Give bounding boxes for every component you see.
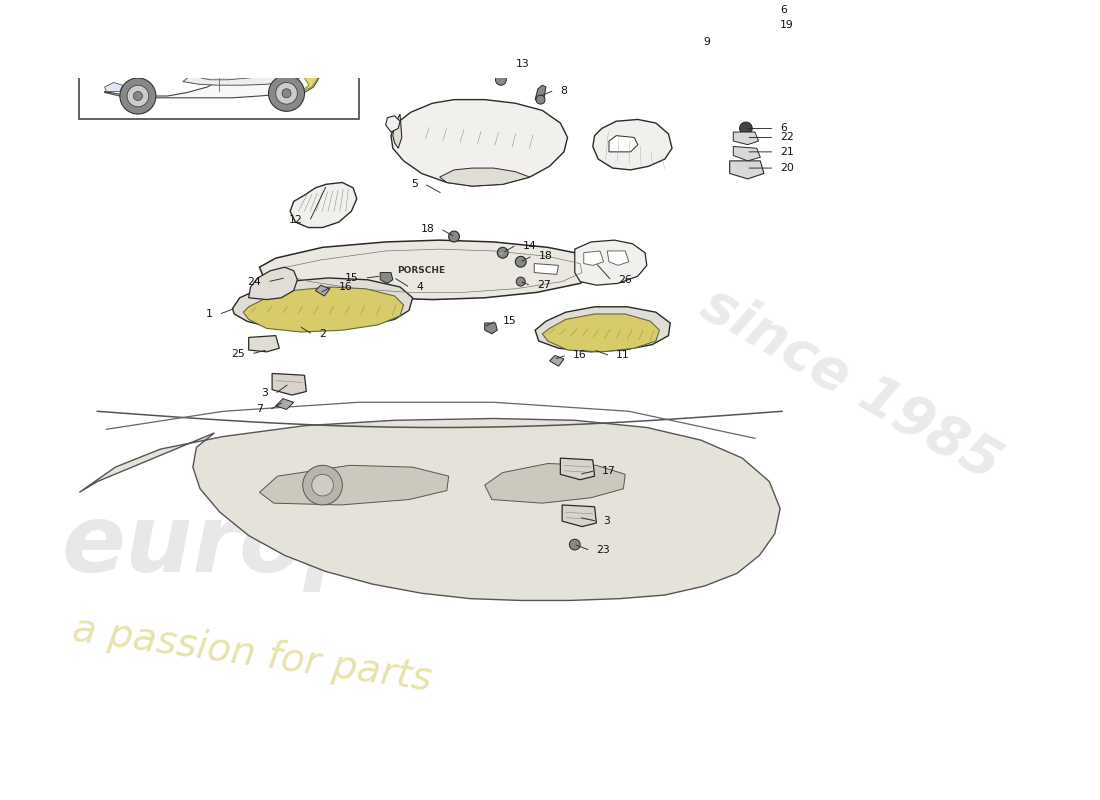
Polygon shape bbox=[542, 314, 659, 352]
Text: 12: 12 bbox=[289, 215, 302, 226]
Circle shape bbox=[120, 78, 156, 114]
Text: 3: 3 bbox=[262, 388, 268, 398]
Circle shape bbox=[536, 95, 544, 104]
Circle shape bbox=[570, 539, 580, 550]
Circle shape bbox=[268, 75, 305, 111]
Text: 17: 17 bbox=[602, 466, 616, 476]
Polygon shape bbox=[390, 100, 568, 186]
Polygon shape bbox=[290, 182, 356, 227]
Polygon shape bbox=[550, 355, 564, 366]
Text: PORSCHE: PORSCHE bbox=[397, 266, 446, 275]
Polygon shape bbox=[535, 263, 559, 274]
Polygon shape bbox=[560, 458, 595, 480]
Text: 4: 4 bbox=[416, 282, 424, 292]
Polygon shape bbox=[496, 67, 508, 82]
Polygon shape bbox=[584, 251, 604, 266]
Polygon shape bbox=[609, 136, 638, 152]
Text: 20: 20 bbox=[780, 163, 794, 173]
Text: 6: 6 bbox=[780, 123, 786, 134]
Text: 24: 24 bbox=[248, 277, 262, 286]
Polygon shape bbox=[183, 51, 300, 86]
Polygon shape bbox=[381, 273, 393, 283]
Polygon shape bbox=[734, 132, 759, 145]
Polygon shape bbox=[607, 251, 629, 266]
Text: 11: 11 bbox=[616, 350, 630, 361]
Polygon shape bbox=[316, 285, 330, 296]
Polygon shape bbox=[104, 46, 319, 98]
Circle shape bbox=[276, 82, 297, 104]
Polygon shape bbox=[485, 323, 497, 334]
Polygon shape bbox=[535, 306, 670, 352]
Polygon shape bbox=[393, 114, 402, 148]
Polygon shape bbox=[104, 82, 122, 91]
Text: 9: 9 bbox=[703, 37, 710, 47]
Text: 2: 2 bbox=[319, 329, 326, 339]
Text: 5: 5 bbox=[411, 179, 418, 190]
Circle shape bbox=[515, 256, 526, 267]
Polygon shape bbox=[249, 267, 297, 299]
Text: 22: 22 bbox=[780, 133, 794, 142]
Polygon shape bbox=[79, 418, 780, 601]
Polygon shape bbox=[272, 374, 306, 395]
Circle shape bbox=[747, 10, 752, 15]
Text: 7: 7 bbox=[256, 405, 263, 414]
Polygon shape bbox=[734, 146, 760, 161]
Polygon shape bbox=[243, 287, 404, 332]
Text: 18: 18 bbox=[420, 224, 434, 234]
Circle shape bbox=[495, 74, 506, 86]
Polygon shape bbox=[735, 20, 760, 34]
Polygon shape bbox=[535, 86, 546, 102]
Polygon shape bbox=[593, 119, 672, 170]
Text: 15: 15 bbox=[344, 273, 359, 283]
Circle shape bbox=[739, 122, 752, 134]
Polygon shape bbox=[440, 168, 530, 186]
Polygon shape bbox=[249, 336, 279, 352]
Text: 18: 18 bbox=[539, 251, 552, 262]
Text: 14: 14 bbox=[522, 241, 537, 250]
Text: europes: europes bbox=[62, 500, 492, 592]
Circle shape bbox=[128, 86, 148, 107]
Text: 25: 25 bbox=[231, 349, 245, 358]
Circle shape bbox=[133, 91, 142, 101]
Text: 21: 21 bbox=[780, 147, 794, 157]
Polygon shape bbox=[276, 398, 294, 410]
Circle shape bbox=[282, 89, 292, 98]
Text: 16: 16 bbox=[573, 350, 586, 361]
Polygon shape bbox=[285, 51, 319, 93]
Polygon shape bbox=[737, 0, 760, 2]
Polygon shape bbox=[260, 240, 600, 299]
Circle shape bbox=[302, 466, 342, 505]
Text: 13: 13 bbox=[515, 58, 529, 69]
Circle shape bbox=[449, 231, 460, 242]
Text: 3: 3 bbox=[604, 516, 611, 526]
Text: 6: 6 bbox=[780, 5, 786, 14]
Text: 26: 26 bbox=[618, 274, 631, 285]
Circle shape bbox=[311, 474, 333, 496]
Text: since 1985: since 1985 bbox=[692, 277, 1010, 492]
Polygon shape bbox=[260, 466, 449, 505]
Text: 8: 8 bbox=[560, 86, 568, 96]
Polygon shape bbox=[485, 463, 625, 503]
Polygon shape bbox=[201, 58, 274, 80]
Text: 16: 16 bbox=[339, 282, 352, 292]
Polygon shape bbox=[562, 505, 596, 526]
Polygon shape bbox=[717, 46, 743, 60]
Text: 15: 15 bbox=[503, 316, 517, 326]
Polygon shape bbox=[282, 63, 305, 82]
Polygon shape bbox=[386, 116, 400, 132]
Text: 23: 23 bbox=[596, 545, 611, 555]
Circle shape bbox=[744, 6, 756, 18]
Text: 27: 27 bbox=[537, 280, 551, 290]
Circle shape bbox=[516, 277, 525, 286]
Text: a passion for parts: a passion for parts bbox=[70, 610, 434, 698]
Polygon shape bbox=[729, 161, 763, 179]
Polygon shape bbox=[575, 240, 647, 285]
FancyBboxPatch shape bbox=[79, 0, 359, 118]
Text: 19: 19 bbox=[780, 20, 794, 30]
Polygon shape bbox=[232, 278, 412, 330]
Text: 1: 1 bbox=[206, 309, 212, 319]
Circle shape bbox=[497, 247, 508, 258]
